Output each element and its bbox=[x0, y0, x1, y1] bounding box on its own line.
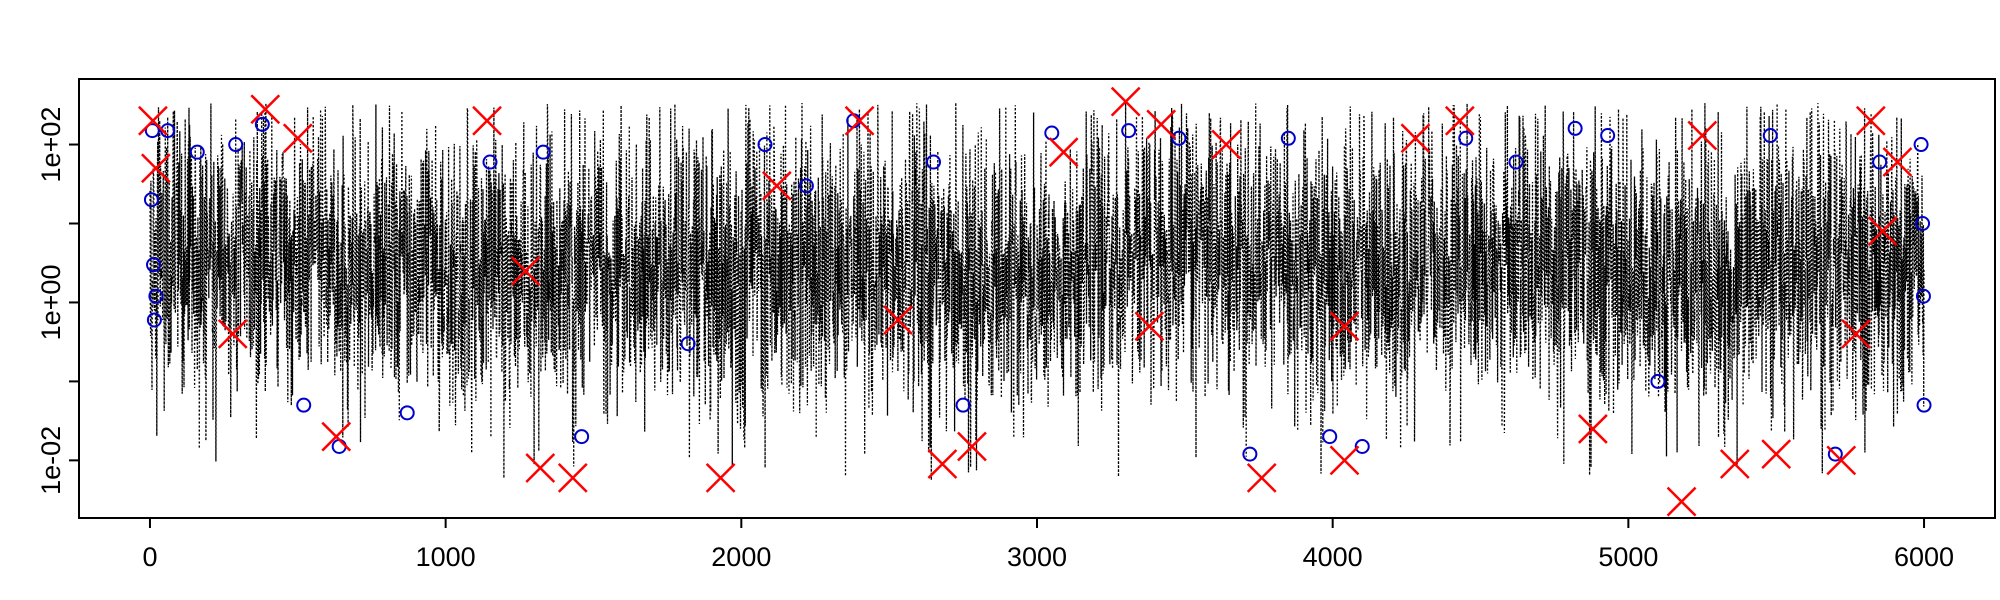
circle-point bbox=[1762, 128, 1778, 144]
circle-point bbox=[1458, 130, 1474, 146]
cross-point bbox=[140, 153, 171, 184]
circle-point bbox=[1508, 154, 1524, 170]
circle-point bbox=[798, 178, 814, 194]
y-tick-label: 1e-02 bbox=[36, 426, 66, 495]
circle-point bbox=[955, 397, 971, 413]
circle-point bbox=[1827, 446, 1843, 462]
circle-point bbox=[535, 144, 551, 160]
circle-point bbox=[254, 116, 270, 132]
cross-point bbox=[321, 421, 352, 452]
circle-point bbox=[399, 405, 415, 421]
circle-point bbox=[680, 336, 696, 352]
circle-point bbox=[228, 137, 244, 153]
x-tick-label: 4000 bbox=[1303, 542, 1363, 572]
cross-point bbox=[1761, 439, 1792, 469]
cross-point bbox=[250, 94, 281, 125]
circle-point bbox=[1915, 288, 1931, 304]
cross-point bbox=[138, 105, 168, 136]
cross-point bbox=[1110, 86, 1141, 117]
circle-point bbox=[1280, 130, 1296, 146]
x-tick-label: 6000 bbox=[1894, 542, 1954, 572]
circle-point bbox=[144, 123, 160, 139]
y-tick-label: 1e+02 bbox=[36, 107, 66, 183]
circle-point bbox=[926, 154, 942, 170]
cross-point bbox=[1882, 147, 1913, 177]
cross-point bbox=[927, 449, 958, 479]
circle-point bbox=[331, 438, 347, 454]
cross-point bbox=[1146, 109, 1177, 140]
circle-point bbox=[1567, 120, 1583, 136]
x-tick-label: 2000 bbox=[711, 542, 771, 572]
cross-point bbox=[557, 462, 588, 493]
circle-point bbox=[143, 192, 159, 208]
circle-point bbox=[1915, 215, 1931, 231]
x-tick-label: 1000 bbox=[416, 542, 476, 572]
circle-point bbox=[1171, 130, 1187, 146]
circle-point bbox=[146, 312, 162, 328]
circle-point bbox=[574, 429, 590, 445]
cross-point bbox=[883, 305, 913, 335]
cross-point bbox=[705, 462, 736, 493]
y-axis: 1e-02 1e+00 1e+02 bbox=[36, 107, 79, 495]
cross-point bbox=[1666, 486, 1697, 517]
x-axis: 0 1000 2000 3000 4000 5000 6000 bbox=[142, 517, 1954, 572]
cross-point bbox=[1211, 129, 1242, 160]
circle-point bbox=[148, 288, 164, 304]
circle-point bbox=[1913, 137, 1929, 153]
circle-point bbox=[1242, 446, 1258, 462]
cross-point bbox=[1577, 414, 1608, 444]
series-line-path bbox=[149, 102, 1925, 481]
cross-point bbox=[1329, 445, 1360, 476]
cross-point bbox=[1855, 105, 1886, 136]
cross-point bbox=[282, 123, 313, 154]
cross-point bbox=[1329, 311, 1360, 342]
circle-point bbox=[146, 257, 162, 273]
circle-point bbox=[1872, 154, 1888, 170]
cross-point bbox=[761, 170, 792, 201]
cross-point bbox=[1687, 120, 1718, 151]
circle-point bbox=[1354, 438, 1370, 454]
cross-point bbox=[1246, 462, 1277, 493]
cross-point bbox=[510, 256, 541, 286]
series-crosses bbox=[138, 86, 1913, 517]
circle-point bbox=[1322, 429, 1338, 445]
cross-point bbox=[1444, 105, 1475, 136]
cross-point bbox=[1134, 311, 1165, 342]
x-tick-label: 0 bbox=[142, 542, 157, 572]
circle-point bbox=[296, 397, 312, 413]
circle-point bbox=[189, 144, 205, 160]
cross-point bbox=[1841, 318, 1871, 349]
cross-point bbox=[844, 105, 875, 136]
cross-point bbox=[525, 453, 556, 483]
cross-point bbox=[472, 105, 502, 136]
cross-point bbox=[1048, 137, 1079, 168]
circle-point bbox=[482, 154, 498, 170]
cross-point bbox=[217, 318, 248, 349]
circle-point bbox=[1600, 128, 1616, 144]
cross-point bbox=[1867, 216, 1898, 247]
circle-point bbox=[1044, 125, 1060, 141]
circle-point bbox=[757, 137, 773, 153]
cross-point bbox=[1719, 449, 1750, 479]
cross-point bbox=[957, 431, 987, 462]
cross-point bbox=[1400, 123, 1431, 154]
circle-point bbox=[1121, 123, 1137, 139]
y-tick-label: 1e+00 bbox=[36, 265, 66, 341]
series-dotted-line bbox=[149, 102, 1925, 481]
cross-point bbox=[1826, 445, 1857, 476]
circle-point bbox=[1650, 373, 1666, 389]
x-tick-label: 5000 bbox=[1598, 542, 1658, 572]
x-tick-label: 3000 bbox=[1007, 542, 1067, 572]
circle-point bbox=[1916, 397, 1932, 413]
